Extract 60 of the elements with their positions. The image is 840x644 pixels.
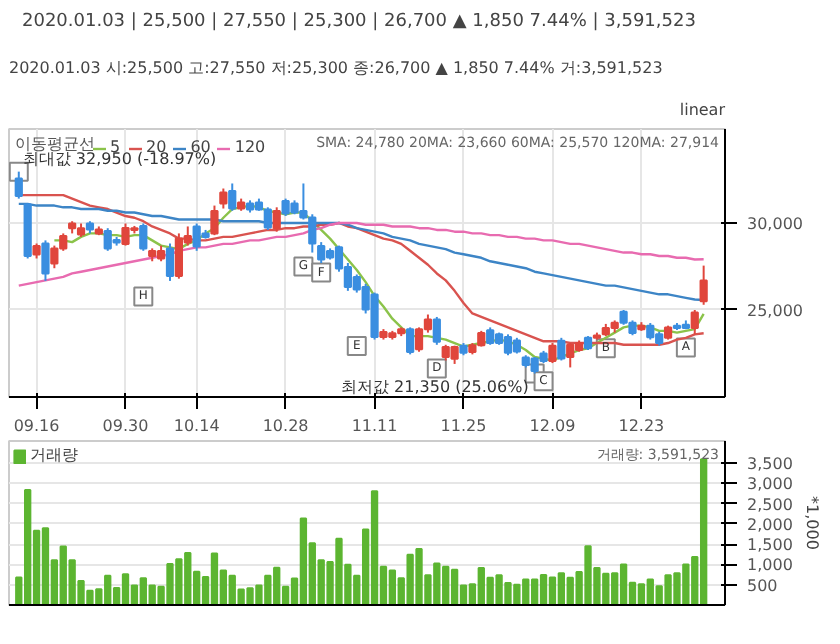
bar [699,458,708,605]
legend-label: 120 [234,138,266,156]
text: 2020.01.03 | 25,500 | 27,550 | 25,300 | 26,700 ▲ 1,850 7.44% | 3,591,523 [22,10,696,36]
x-tick-label: 09.30 [102,417,149,435]
candlestick [228,182,237,212]
candlestick [263,206,272,231]
candlestick [41,239,50,282]
candlestick [14,170,23,200]
legend-label: 거래량 [30,444,78,466]
data-label: 최대값 32,950 (-18.97%) [22,149,217,168]
y-tick-label: 3,000 [747,475,793,494]
chart-title: 2020.01.03 시:25,500 고:27,550 저:25,300 종:26,700 ▲ 1,850 7.44% 거:3,591,523 [9,59,663,77]
x-tick-label: 11.11 [351,417,398,435]
candlestick [566,342,575,369]
candlestick [165,242,175,282]
y-tick-label: 3,500 [747,454,793,473]
y-tick-label: 30,000 [747,214,803,233]
data-label: 최저값 21,350 (25.06%) [341,377,529,396]
candlestick [317,241,326,264]
y-tick-label: 2,000 [747,515,793,534]
x-tick-label: 12.09 [529,417,576,435]
y-tick-label: 2,500 [747,495,793,514]
x-tick-label: 12.23 [618,417,665,435]
y-tick-label: 25,000 [747,301,803,320]
candlestick [219,187,228,210]
candlestick [414,326,424,353]
candlestick [210,204,219,237]
bar [299,517,308,605]
x-tick-label: 11.25 [440,417,487,435]
bar [619,563,628,605]
bar [450,568,459,605]
legend-title: 이동평균선 [15,135,95,153]
candlestick [548,342,557,365]
candlestick [699,264,708,306]
x-tick-label: 10.28 [262,417,309,435]
bar [530,578,539,605]
candlestick [690,308,699,336]
bar [557,572,566,605]
x-tick-label: 10.14 [173,417,220,435]
text: linear [679,101,727,119]
x-tick-label: 09.16 [13,417,60,435]
bar [370,490,379,605]
y-axis-title: *1,000 [802,496,821,550]
y-tick-label: 1,000 [747,556,793,575]
candlestick [406,326,415,356]
candlestick [432,315,441,346]
bar [548,576,557,605]
bar [388,569,397,605]
y-tick-label: 500 [747,576,778,595]
bar [121,573,130,605]
candlestick [272,206,281,233]
bar [637,583,646,605]
bar [210,552,219,605]
y-tick-label: 1,500 [747,536,793,555]
candlestick [139,222,148,252]
bar [41,527,50,605]
candlestick [503,333,513,357]
line-series [17,202,705,302]
bar [539,573,548,605]
candlestick [370,291,379,341]
